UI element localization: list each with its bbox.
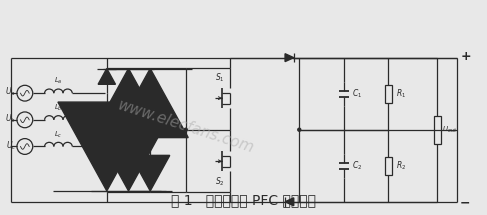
Polygon shape: [98, 69, 115, 84]
Bar: [385, 85, 392, 103]
Text: 图 1   三相双开关 PFC 主电路图: 图 1 三相双开关 PFC 主电路图: [170, 194, 316, 208]
Text: $R_2$: $R_2$: [396, 160, 406, 172]
Text: $S_1$: $S_1$: [215, 72, 225, 84]
Text: $L_c$: $L_c$: [54, 129, 63, 140]
Circle shape: [298, 128, 301, 131]
Text: $L_a$: $L_a$: [54, 76, 63, 86]
Bar: [433, 116, 441, 144]
Polygon shape: [112, 69, 188, 138]
Polygon shape: [285, 54, 294, 62]
Text: $S_2$: $S_2$: [215, 175, 225, 188]
Polygon shape: [94, 129, 163, 191]
Polygon shape: [131, 155, 170, 191]
Text: $L_b$: $L_b$: [54, 103, 63, 113]
Text: −: −: [460, 196, 470, 209]
Text: $U_{out}$: $U_{out}$: [442, 125, 458, 135]
Circle shape: [149, 145, 152, 148]
Polygon shape: [58, 102, 156, 191]
Bar: [385, 157, 392, 175]
Text: www.elecfans.com: www.elecfans.com: [115, 98, 256, 156]
Text: $C_1$: $C_1$: [352, 88, 362, 100]
Text: +: +: [460, 50, 471, 63]
Polygon shape: [285, 198, 294, 206]
Polygon shape: [105, 69, 152, 111]
Text: $C_2$: $C_2$: [352, 160, 362, 172]
Text: $R_1$: $R_1$: [396, 88, 406, 100]
Text: $U_b$: $U_b$: [5, 113, 16, 125]
Circle shape: [127, 118, 130, 121]
Text: $U_c$: $U_c$: [5, 139, 16, 152]
Circle shape: [184, 128, 187, 131]
Text: $U_a$: $U_a$: [5, 86, 16, 98]
